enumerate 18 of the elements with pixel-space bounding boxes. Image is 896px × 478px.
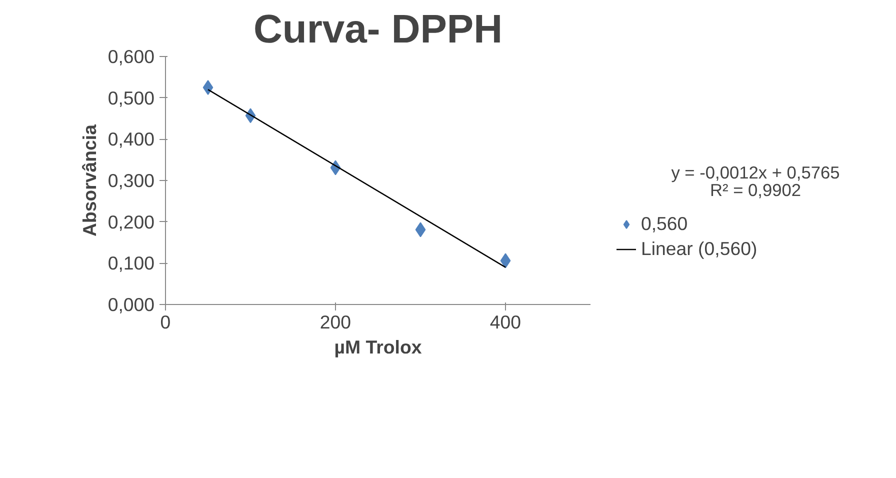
y-tick-label: 0,300	[108, 170, 154, 191]
chart-title: Curva- DPPH	[254, 8, 502, 52]
y-axis-title: Absorvância	[78, 124, 100, 236]
point	[202, 80, 214, 95]
point	[415, 222, 426, 238]
y-tick-label: 0,100	[108, 252, 154, 274]
x-tick-label: 200	[320, 312, 352, 332]
point	[500, 253, 511, 268]
legend-label: Linear (0,560)	[641, 238, 758, 260]
legend-label: 0,560	[641, 213, 688, 235]
x-tick-label: 0	[160, 312, 171, 332]
y-tick-label: 0,500	[108, 87, 154, 108]
y-tick-label: 0,200	[108, 211, 154, 232]
x-axis-title: µM Trolox	[334, 336, 422, 358]
y-tick-label: 0,000	[108, 294, 154, 315]
x-tick-label: 400	[490, 312, 522, 332]
y-tick-label: 0,400	[108, 128, 154, 150]
y-tick-label: 0,600	[108, 46, 154, 67]
